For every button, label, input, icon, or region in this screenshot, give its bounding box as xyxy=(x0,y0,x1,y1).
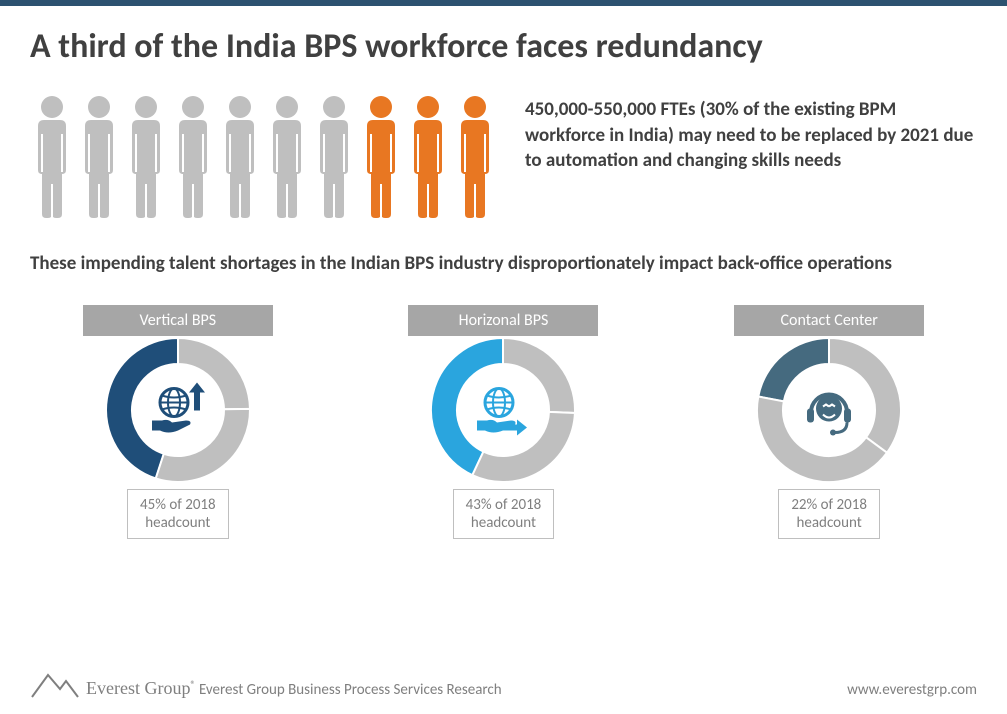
page-title: A third of the India BPS workforce faces… xyxy=(30,26,977,67)
people-icon-row xyxy=(30,92,500,222)
donut-center-icon xyxy=(799,380,859,445)
registered-mark: ® xyxy=(190,678,195,691)
donut-chart xyxy=(749,330,909,495)
donut-block: Contact Center 22% of 2018headcount xyxy=(719,305,939,539)
person-icon xyxy=(320,96,348,218)
donut-caption: 45% of 2018headcount xyxy=(127,489,229,539)
infographic-page: A third of the India BPS workforce faces… xyxy=(0,0,1007,714)
donut-center-icon xyxy=(473,380,533,445)
footer: Everest Group® Everest Group Business Pr… xyxy=(30,669,977,699)
person-icon xyxy=(38,96,66,218)
donut-block: Vertical BPS 45% of 2018headcount xyxy=(68,305,288,539)
hero-text: 450,000-550,000 FTEs (30% of the existin… xyxy=(525,92,977,174)
person-icon xyxy=(414,96,442,218)
footer-url: www.everestgrp.com xyxy=(847,681,977,699)
footer-brand: Everest Group xyxy=(86,678,190,698)
subheading: These impending talent shortages in the … xyxy=(30,252,977,275)
donut-chart xyxy=(98,330,258,495)
person-icon xyxy=(132,96,160,218)
donut-center-icon xyxy=(148,380,208,445)
everest-logo-icon xyxy=(30,669,80,699)
globe-hand-up-icon xyxy=(148,380,208,440)
donut-caption: 43% of 2018headcount xyxy=(453,489,555,539)
globe-hand-right-icon xyxy=(473,380,533,440)
footer-left: Everest Group® Everest Group Business Pr… xyxy=(30,669,502,699)
donut-label: Vertical BPS xyxy=(83,305,273,336)
person-icon xyxy=(179,96,207,218)
donut-block: Horizonal BPS 43% of 2018headcount xyxy=(393,305,613,539)
person-icon xyxy=(273,96,301,218)
person-icon xyxy=(85,96,113,218)
person-icon xyxy=(226,96,254,218)
donut-chart xyxy=(423,330,583,495)
hero-section: 450,000-550,000 FTEs (30% of the existin… xyxy=(30,92,977,222)
donut-label: Horizonal BPS xyxy=(408,305,598,336)
donut-row: Vertical BPS 45% of 2018headcount Horizona… xyxy=(30,305,977,539)
donut-caption: 22% of 2018headcount xyxy=(778,489,880,539)
footer-tagline: Everest Group Business Process Services … xyxy=(199,681,502,699)
donut-label: Contact Center xyxy=(734,305,924,336)
headset-icon xyxy=(799,380,859,440)
person-icon xyxy=(461,96,489,218)
person-icon xyxy=(367,96,395,218)
